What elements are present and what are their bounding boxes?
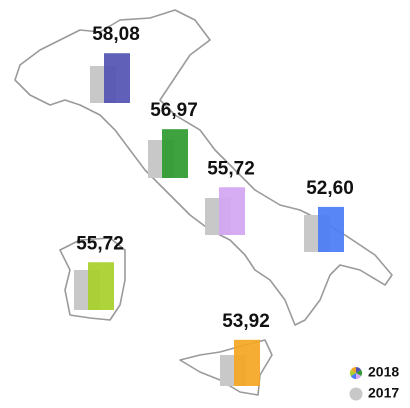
bar-2018 [219,187,245,235]
bar-2018 [162,129,188,178]
value-label: 58,08 [92,24,140,45]
legend-swatch [356,373,362,379]
value-label: 52,60 [306,178,354,199]
value-label: 55,72 [76,233,124,254]
value-label: 55,72 [207,158,255,179]
legend-swatch [356,370,363,376]
bar-2018 [88,262,114,310]
map-outline [14,9,393,396]
legend-swatch [350,367,356,373]
legend-swatch [349,387,363,401]
legend-swatch [349,370,356,376]
legend-swatch [350,373,356,379]
bar-2018 [234,339,260,386]
bar-2018 [104,53,130,103]
bar-2018 [318,206,344,252]
legend-label: 2017 [368,385,399,401]
legend-swatch [356,367,362,373]
value-label: 53,92 [222,311,270,332]
legend-label: 2018 [368,364,399,380]
value-label: 56,97 [150,100,198,121]
